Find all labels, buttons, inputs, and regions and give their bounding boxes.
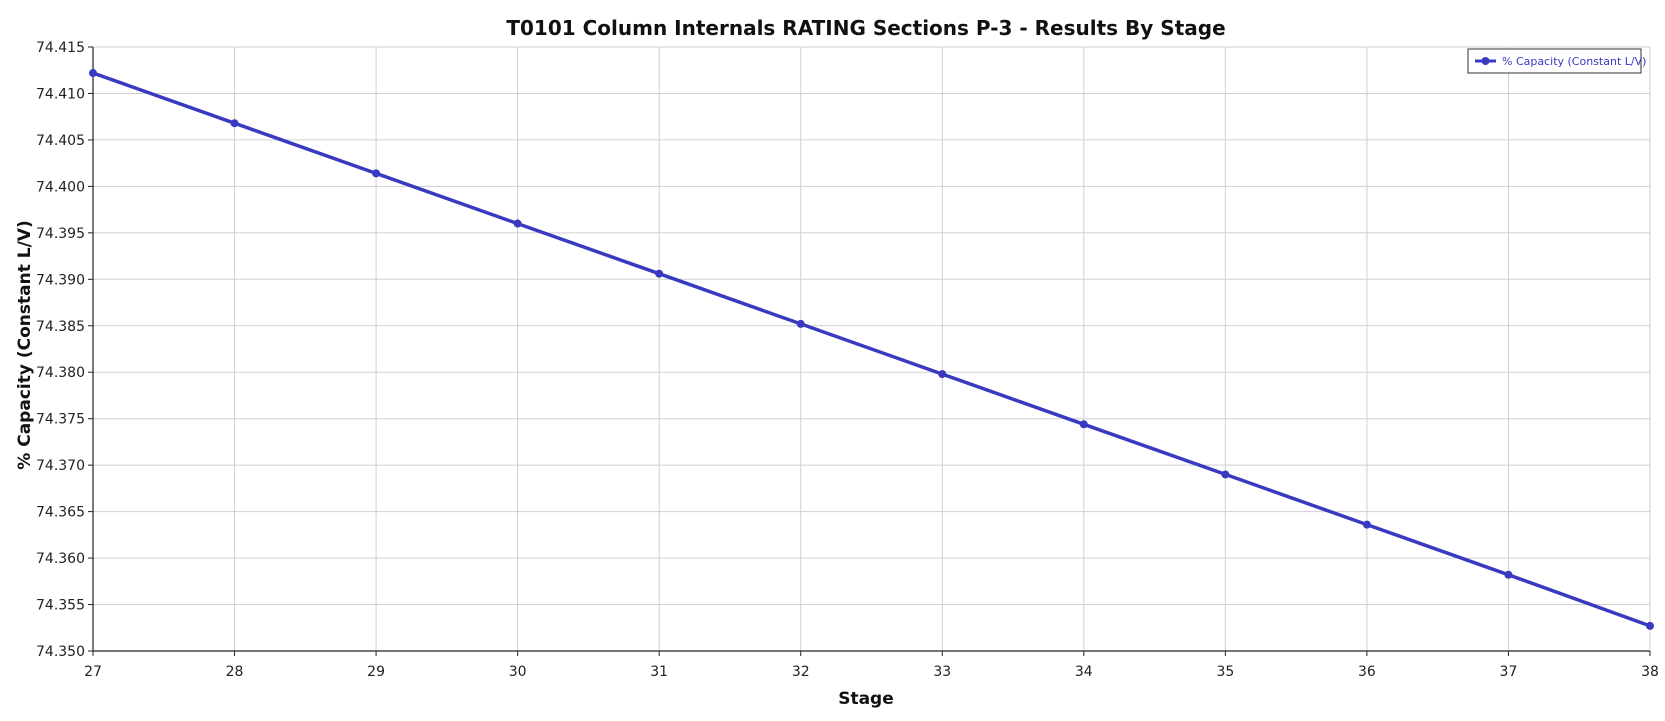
- y-tick-label: 74.355: [36, 598, 85, 614]
- x-tick-label: 34: [1075, 664, 1093, 680]
- y-axis-ticks: 74.350 74.355 74.360 74.365 74.370 74.375 74.3…: [36, 40, 93, 660]
- data-point: [1221, 470, 1230, 479]
- y-tick-label: 74.405: [36, 133, 85, 149]
- legend-box: [1467, 48, 1642, 74]
- x-tick-label: 33: [933, 664, 951, 680]
- x-tick-label: 28: [226, 664, 244, 680]
- x-axis-title: Stage: [838, 689, 894, 709]
- data-point: [230, 119, 239, 128]
- series-layer: [89, 69, 1654, 630]
- x-tick-label: 36: [1358, 664, 1376, 680]
- grid: [92, 46, 1651, 652]
- y-tick-label: 74.350: [36, 644, 85, 660]
- data-point: [372, 169, 381, 178]
- axes: [92, 47, 1650, 652]
- x-tick-label: 38: [1641, 664, 1659, 680]
- x-tick-label: 32: [792, 664, 810, 680]
- data-point: [1504, 570, 1513, 579]
- x-tick-label: 27: [84, 664, 102, 680]
- chart-title: T0101 Column Internals RATING Sections P…: [506, 16, 1225, 40]
- y-tick-label: 74.410: [36, 86, 85, 102]
- y-tick-label: 74.395: [36, 226, 85, 242]
- data-point: [89, 69, 97, 78]
- data-point: [796, 319, 805, 328]
- data-point: [655, 269, 664, 278]
- y-tick-label: 74.370: [36, 458, 85, 474]
- y-tick-label: 74.380: [36, 365, 85, 381]
- y-tick-label: 74.360: [36, 551, 85, 567]
- data-point: [1079, 420, 1088, 429]
- legend-label: % Capacity (Constant L/V): [1502, 55, 1646, 68]
- series-line: [92, 71, 1651, 628]
- data-point: [1362, 520, 1371, 529]
- legend-point-marker: [1481, 57, 1490, 65]
- data-point: [938, 370, 947, 379]
- x-axis-ticks: 27 28 29 30 31 32 33 34 35 36 37 38: [84, 651, 1659, 680]
- y-tick-label: 74.365: [36, 505, 85, 521]
- x-tick-label: 30: [509, 664, 527, 680]
- y-tick-label: 74.400: [36, 179, 85, 195]
- y-tick-label: 74.375: [36, 412, 85, 428]
- data-point: [513, 219, 522, 228]
- legend: % Capacity (Constant L/V): [1467, 48, 1646, 74]
- data-point: [1646, 621, 1654, 630]
- x-tick-label: 29: [367, 664, 385, 680]
- x-tick-label: 37: [1500, 664, 1518, 680]
- y-axis-title: % Capacity (Constant L/V): [15, 220, 35, 469]
- x-tick-label: 35: [1216, 664, 1234, 680]
- y-tick-label: 74.385: [36, 319, 85, 335]
- x-tick-label: 31: [650, 664, 668, 680]
- y-tick-label: 74.415: [36, 40, 85, 56]
- y-tick-label: 74.390: [36, 272, 85, 288]
